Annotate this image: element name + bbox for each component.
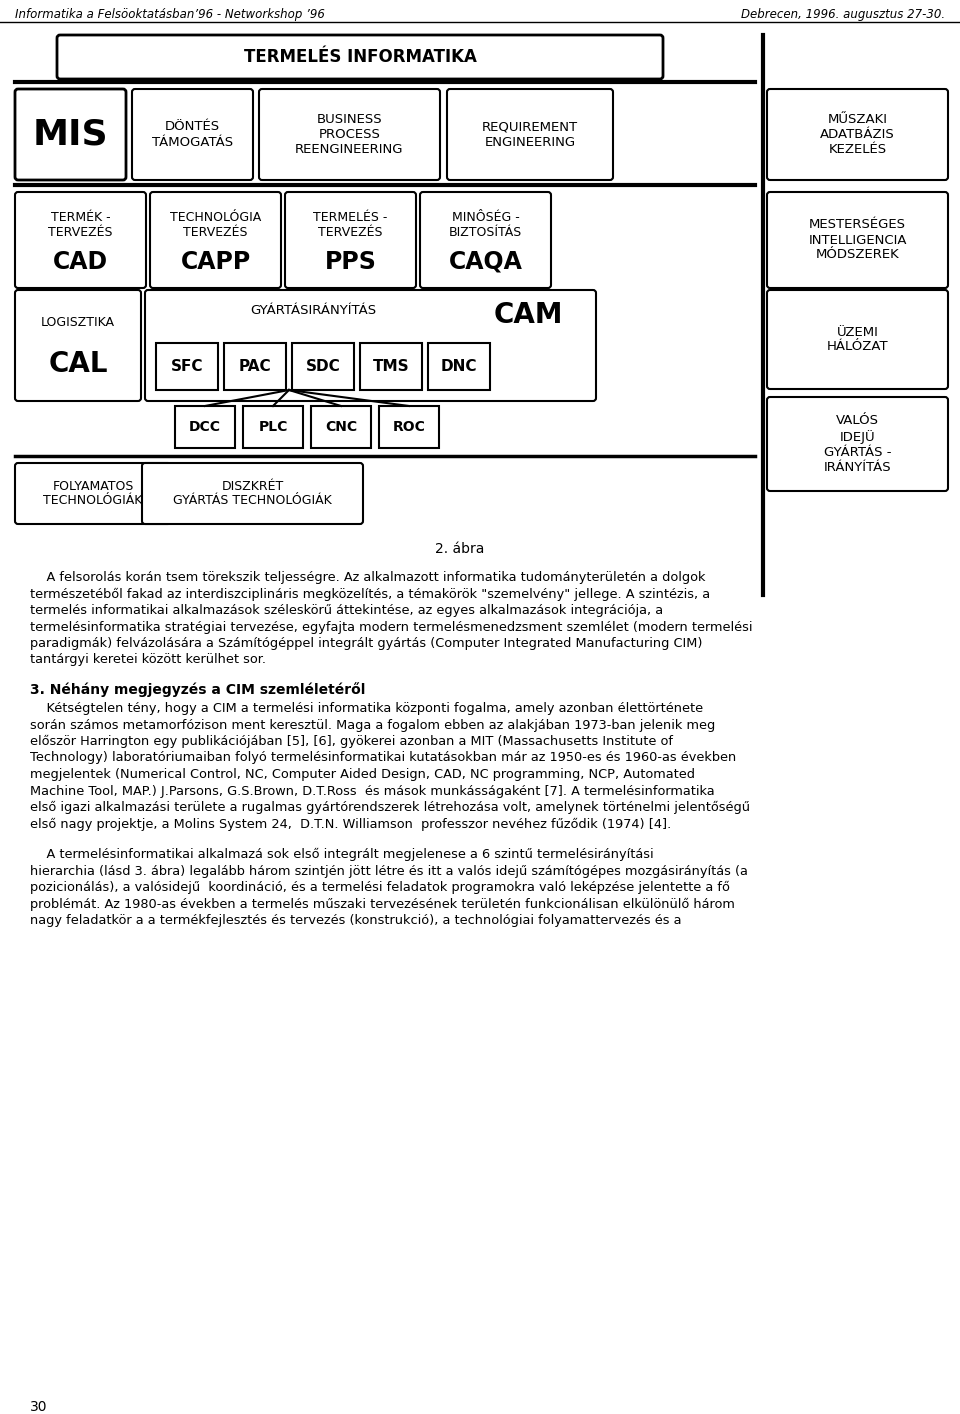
Text: CAQA: CAQA <box>448 250 522 273</box>
Text: SFC: SFC <box>171 359 204 373</box>
Text: TECHNOLÓGIA
TERVEZÉS: TECHNOLÓGIA TERVEZÉS <box>170 211 261 239</box>
Text: során számos metamorfózison ment keresztül. Maga a fogalom ebben az alakjában 19: során számos metamorfózison ment kereszt… <box>30 718 715 731</box>
Text: CAPP: CAPP <box>180 250 251 273</box>
Text: MINÔSÉG -
BIZTOSÍTÁS: MINÔSÉG - BIZTOSÍTÁS <box>449 211 522 239</box>
Text: ROC: ROC <box>393 420 425 434</box>
FancyBboxPatch shape <box>767 89 948 180</box>
Text: CNC: CNC <box>324 420 357 434</box>
Text: A felsorolás korán tsem törekszik teljességre. Az alkalmazott informatika tudomá: A felsorolás korán tsem törekszik teljes… <box>30 571 706 584</box>
FancyBboxPatch shape <box>15 192 146 288</box>
Text: először Harrington egy publikációjában [5], [6], gyökerei azonban a MIT (Massach: először Harrington egy publikációjában [… <box>30 735 673 748</box>
Text: Technology) laboratóriumaiban folyó termelésinformatikai kutatásokban már az 195: Technology) laboratóriumaiban folyó term… <box>30 751 736 765</box>
Bar <box>175 406 235 448</box>
Text: TERMÉK -
TERVEZÉS: TERMÉK - TERVEZÉS <box>48 211 112 239</box>
Text: DCC: DCC <box>189 420 221 434</box>
Text: DNC: DNC <box>441 359 477 373</box>
Text: GYÁRTÁSIRÁNYÍTÁS: GYÁRTÁSIRÁNYÍTÁS <box>250 304 376 318</box>
Bar <box>311 406 371 448</box>
FancyBboxPatch shape <box>767 397 948 491</box>
Bar <box>224 344 286 390</box>
Text: tantárgyi keretei között kerülhet sor.: tantárgyi keretei között kerülhet sor. <box>30 653 266 666</box>
Text: ÜZEMI
HÁLÓZAT: ÜZEMI HÁLÓZAT <box>827 325 888 354</box>
Text: pozicionálás), a valósidejű  koordináció, és a termelési feladatok programokra v: pozicionálás), a valósidejű koordináció,… <box>30 881 730 894</box>
Text: PLC: PLC <box>258 420 288 434</box>
Text: LOGISZTIKA: LOGISZTIKA <box>41 315 115 329</box>
Text: hierarchia (lásd 3. ábra) legalább három szintjén jött létre és itt a valós idej: hierarchia (lásd 3. ábra) legalább három… <box>30 864 748 878</box>
Text: Informatika a Felsöoktatásban’96 - Networkshop ’96: Informatika a Felsöoktatásban’96 - Netwo… <box>15 8 324 21</box>
Text: Machine Tool, MAP.) J.Parsons, G.S.Brown, D.T.Ross  és mások munkásságaként [7].: Machine Tool, MAP.) J.Parsons, G.S.Brown… <box>30 785 714 797</box>
Text: A termelésinformatikai alkalmazá sok első integrált megjelenese a 6 szintű terme: A termelésinformatikai alkalmazá sok els… <box>30 848 654 861</box>
Text: MESTERSÉGES
INTELLIGENCIA
MÓDSZEREK: MESTERSÉGES INTELLIGENCIA MÓDSZEREK <box>808 219 907 262</box>
Bar <box>360 344 422 390</box>
Text: CAD: CAD <box>53 250 108 273</box>
FancyBboxPatch shape <box>150 192 281 288</box>
Text: Kétségtelen tény, hogy a CIM a termelési informatika központi fogalma, amely azo: Kétségtelen tény, hogy a CIM a termelési… <box>30 701 703 715</box>
Text: MŰSZAKI
ADATBÁZIS
KEZELÉS: MŰSZAKI ADATBÁZIS KEZELÉS <box>820 113 895 156</box>
Text: megjelentek (Numerical Control, NC, Computer Aided Design, CAD, NC programming, : megjelentek (Numerical Control, NC, Comp… <box>30 768 695 781</box>
FancyBboxPatch shape <box>420 192 551 288</box>
FancyBboxPatch shape <box>767 290 948 389</box>
Bar <box>428 344 490 390</box>
Text: TERMELÉS INFORMATIKA: TERMELÉS INFORMATIKA <box>244 48 476 66</box>
Bar <box>156 344 218 390</box>
Text: TERMELÉS -
TERVEZÉS: TERMELÉS - TERVEZÉS <box>313 211 388 239</box>
Text: PAC: PAC <box>239 359 272 373</box>
Text: CAL: CAL <box>48 351 108 379</box>
Text: DISZKRÉT
GYÁRTÁS TECHNOLÓGIÁK: DISZKRÉT GYÁRTÁS TECHNOLÓGIÁK <box>173 479 332 508</box>
Text: természetéből fakad az interdiszciplináris megközelítés, a témakörök "szemelvény: természetéből fakad az interdiszciplinár… <box>30 587 710 601</box>
Text: VALÓS
IDEJÜ
GYÁRTÁS -
IRÁNYÍTÁS: VALÓS IDEJÜ GYÁRTÁS - IRÁNYÍTÁS <box>824 414 891 474</box>
Bar <box>379 406 439 448</box>
Text: CAM: CAM <box>493 301 563 329</box>
FancyBboxPatch shape <box>767 192 948 288</box>
Text: Debrecen, 1996. augusztus 27-30.: Debrecen, 1996. augusztus 27-30. <box>741 8 945 21</box>
FancyBboxPatch shape <box>57 35 663 79</box>
Text: 30: 30 <box>30 1400 47 1414</box>
Text: paradigmák) felvázolására a Számítógéppel integrált gyártás (Computer Integrated: paradigmák) felvázolására a Számítógéppe… <box>30 636 703 650</box>
Text: MIS: MIS <box>33 117 108 151</box>
Text: termelésinformatika stratégiai tervezése, egyfajta modern termelésmenedzsment sz: termelésinformatika stratégiai tervezése… <box>30 621 753 633</box>
Text: első nagy projektje, a Molins System 24,  D.T.N. Williamson  professzor nevéhez : első nagy projektje, a Molins System 24,… <box>30 817 671 830</box>
Text: első igazi alkalmazási területe a rugalmas gyártórendszerek létrehozása volt, am: első igazi alkalmazási területe a rugalm… <box>30 800 750 814</box>
Text: termelés informatikai alkalmazások széleskörű áttekintése, az egyes alkalmazások: termelés informatikai alkalmazások széle… <box>30 604 663 617</box>
Text: nagy feladatkör a a termékfejlesztés és tervezés (konstrukció), a technológiai f: nagy feladatkör a a termékfejlesztés és … <box>30 913 682 928</box>
FancyBboxPatch shape <box>132 89 253 180</box>
FancyBboxPatch shape <box>15 290 141 402</box>
Text: TMS: TMS <box>372 359 409 373</box>
Text: DÖNTÉS
TÁMOGATÁS: DÖNTÉS TÁMOGATÁS <box>152 120 233 148</box>
FancyBboxPatch shape <box>145 290 596 402</box>
Text: 2. ábra: 2. ábra <box>435 542 485 556</box>
FancyBboxPatch shape <box>259 89 440 180</box>
Text: REQUIREMENT
ENGINEERING: REQUIREMENT ENGINEERING <box>482 120 578 148</box>
FancyBboxPatch shape <box>142 462 363 525</box>
Text: PPS: PPS <box>324 250 376 273</box>
FancyBboxPatch shape <box>15 89 126 180</box>
FancyBboxPatch shape <box>285 192 416 288</box>
Text: FOLYAMATOS
TECHNOLÓGIÁK: FOLYAMATOS TECHNOLÓGIÁK <box>43 479 143 508</box>
FancyBboxPatch shape <box>447 89 613 180</box>
FancyBboxPatch shape <box>15 462 171 525</box>
Bar <box>292 344 354 390</box>
Bar <box>243 406 303 448</box>
Text: 3. Néhány megjegyzés a CIM szemléletéről: 3. Néhány megjegyzés a CIM szemléletéről <box>30 682 366 697</box>
Text: BUSINESS
PROCESS
REENGINEERING: BUSINESS PROCESS REENGINEERING <box>296 113 404 156</box>
Text: SDC: SDC <box>305 359 341 373</box>
Text: problémát. Az 1980-as években a termelés műszaki tervezésének területén funkcion: problémát. Az 1980-as években a termelés… <box>30 898 734 911</box>
